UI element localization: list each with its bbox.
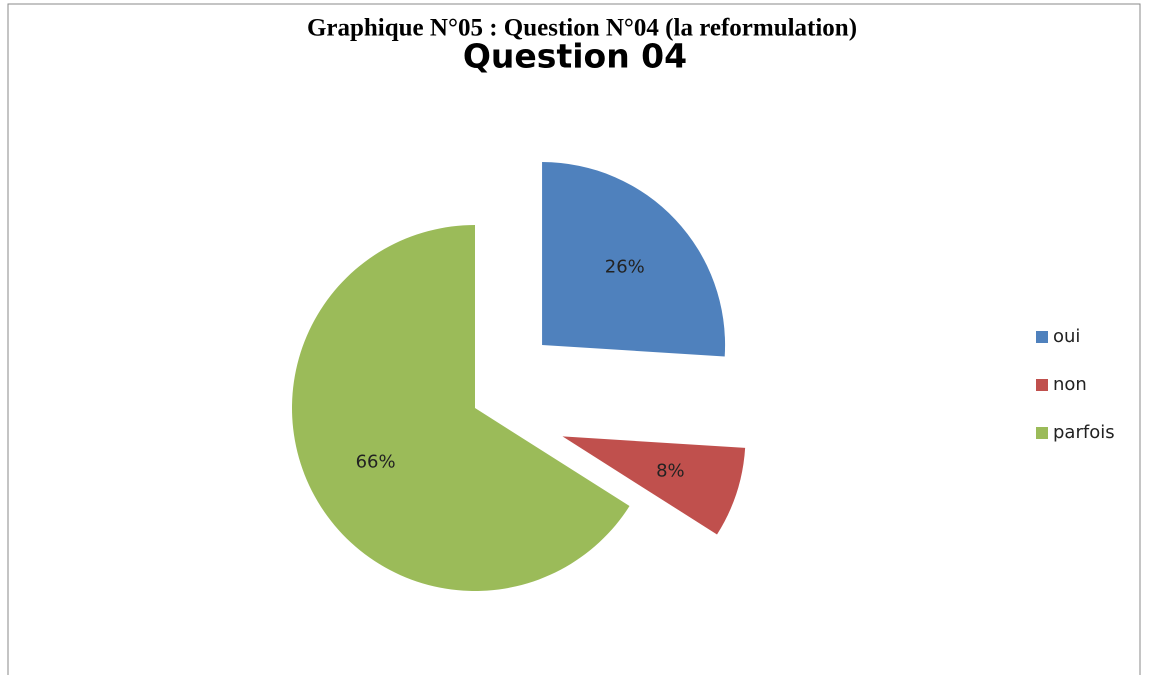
figure-caption: Graphique N°05 : Question N°04 (la refor… <box>307 15 857 42</box>
chart-frame <box>7 3 1141 675</box>
legend-label: non <box>1053 374 1087 395</box>
legend-swatch <box>1036 427 1048 439</box>
data-label: 8% <box>656 460 685 481</box>
data-label: 26% <box>605 256 645 277</box>
legend-swatch <box>1036 379 1048 391</box>
pie-slice <box>562 436 746 535</box>
legend-label: parfois <box>1053 422 1115 443</box>
pie-slice <box>542 162 726 357</box>
legend-swatch <box>1036 331 1048 343</box>
legend-label: oui <box>1053 326 1080 347</box>
pie-slice <box>291 225 630 592</box>
chart-title: Question 04 <box>463 37 687 76</box>
data-label: 66% <box>356 452 396 473</box>
